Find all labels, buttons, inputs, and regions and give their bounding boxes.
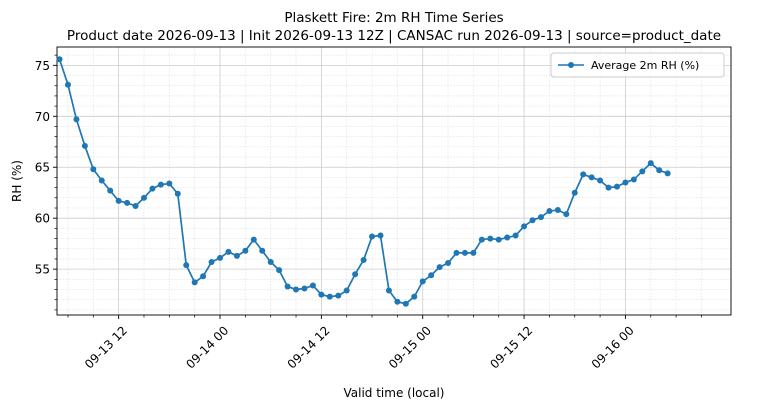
data-point [504,234,511,241]
data-point [580,171,587,178]
data-point [453,249,460,256]
data-point [385,287,392,294]
data-point [436,264,443,271]
data-point [233,252,240,259]
data-point [115,197,122,204]
data-point [174,190,181,197]
data-point [98,177,105,184]
data-point [495,236,502,243]
data-point [166,180,173,187]
data-point [470,249,477,256]
data-point [140,194,147,201]
legend: Average 2m RH (%) [550,52,725,78]
chart-subtitle: Product date 2026-09-13 | Init 2026-09-1… [67,28,721,44]
y-tick-label: 65 [35,161,50,175]
data-point [343,287,350,294]
data-point [301,285,308,292]
x-tick-label: 09-14 00 [183,323,231,371]
data-point [149,185,156,192]
data-point [56,56,63,63]
data-point [411,293,418,300]
x-tick-label: 09-15 12 [487,323,535,371]
legend-marker-swatch [568,62,574,68]
data-point [605,184,612,191]
data-point [622,179,629,186]
data-point [200,273,207,280]
data-point [107,187,114,194]
data-point [597,177,604,184]
data-point [183,262,190,269]
chart-title: Plaskett Fire: 2m RH Time Series [284,10,503,26]
data-point [537,214,544,221]
data-point [335,292,342,299]
data-point [487,235,494,242]
data-point [512,232,519,239]
data-point [402,300,409,307]
data-point [157,181,164,188]
data-point [217,254,224,261]
legend-label: Average 2m RH (%) [591,59,699,72]
y-tick-label: 75 [35,59,50,73]
x-tick-label: 09-13 12 [82,323,130,371]
data-point [284,283,291,290]
data-point [377,232,384,239]
data-point [64,81,71,88]
plot-area-frame [56,46,732,316]
data-point [419,278,426,285]
data-point [664,170,671,177]
axis-ticks: 55 60 65 70 75 09-13 12 09-14 00 09-14 12 09-15 … [35,54,702,371]
data-point [563,211,570,218]
grid [57,47,731,315]
data-point [369,233,376,240]
data-point [554,207,561,214]
data-point [267,259,274,266]
data-point [242,247,249,254]
data-point [250,236,257,243]
data-point [352,271,359,278]
data-point [478,236,485,243]
data-point [225,248,232,255]
x-tick-label: 09-16 00 [589,323,637,371]
data-point [81,142,88,149]
data-point [191,279,198,286]
data-point [309,282,316,289]
y-tick-label: 55 [35,263,50,277]
data-point [656,167,663,174]
data-point [461,249,468,256]
data-point [571,189,578,196]
series-average-2m-rh [56,56,671,307]
y-tick-label: 70 [35,110,50,124]
data-point [445,260,452,267]
data-point [647,160,654,167]
data-point [613,183,620,190]
data-point [132,202,139,209]
y-tick-label: 60 [35,212,50,226]
data-point [639,168,646,175]
data-point [318,291,325,298]
data-point [326,293,333,300]
data-point [208,259,215,266]
data-point [546,208,553,215]
data-point [293,286,300,293]
y-axis-label: RH (%) [10,160,24,202]
data-point [630,176,637,183]
data-point [394,298,401,305]
x-tick-label: 09-14 12 [285,323,333,371]
data-point [124,199,131,206]
data-point [276,267,283,274]
data-point [360,256,367,263]
data-point [73,116,80,123]
data-point [428,272,435,279]
data-point [521,223,528,230]
x-axis-label: Valid time (local) [344,386,445,400]
legend-box [550,52,725,78]
data-point [259,247,266,254]
data-point [588,174,595,181]
x-tick-label: 09-15 00 [386,323,434,371]
data-point [90,166,97,173]
data-point [529,217,536,224]
